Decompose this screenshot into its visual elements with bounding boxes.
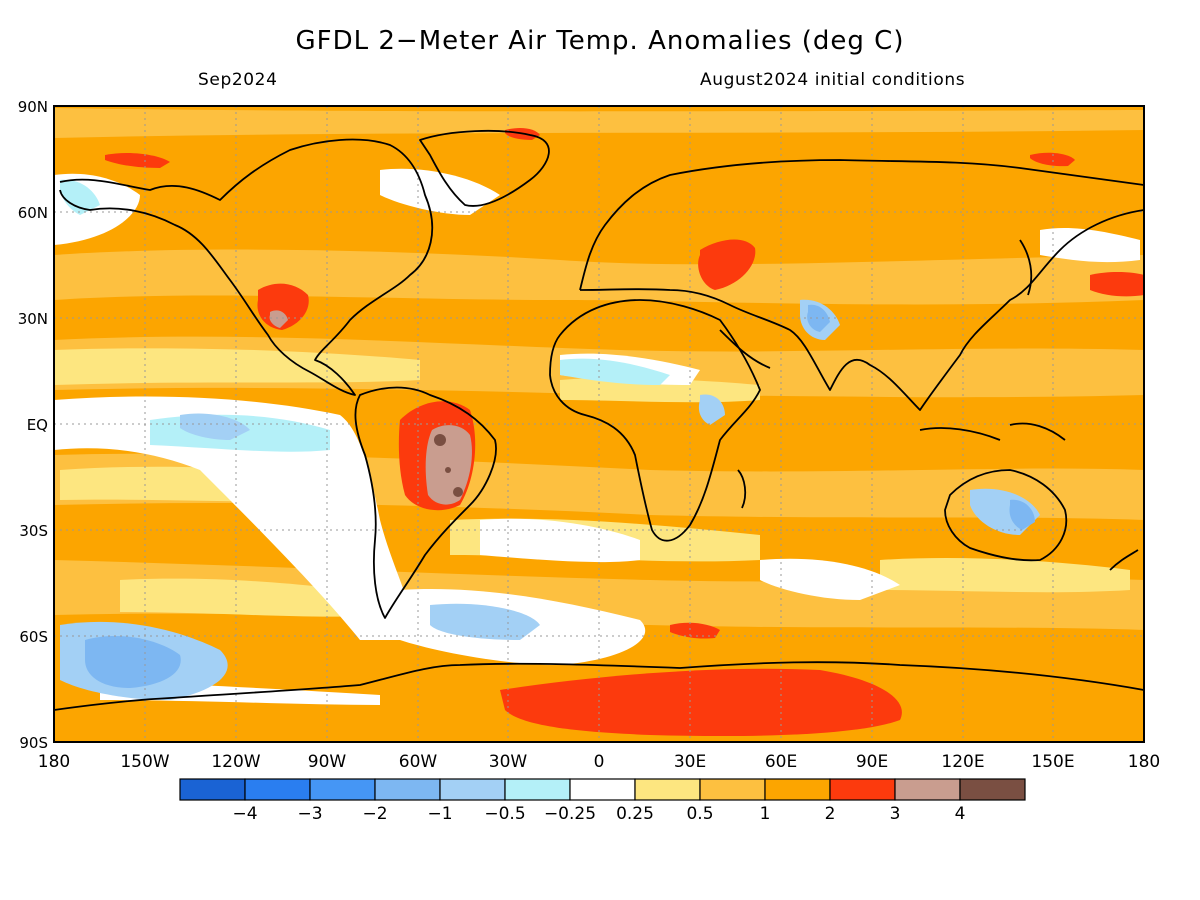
colorbar-legend: −4 −3 −2 −1 −0.5 −0.25 0.25 0.5 1 2 3 4	[179, 778, 1026, 824]
lon-label-120w: 120W	[211, 752, 260, 772]
colorbar-swatch	[699, 778, 766, 801]
lon-label-60w: 60W	[399, 752, 438, 772]
colorbar-swatch	[829, 778, 896, 801]
longitude-axis-labels: 180 150W 120W 90W 60W 30W 0 30E 60E 90E …	[38, 752, 1160, 772]
colorbar-tick-label: 3	[890, 804, 901, 824]
lat-label-60n: 60N	[18, 204, 48, 222]
colorbar-tick-label: 0.5	[686, 804, 713, 824]
colorbar-swatch	[634, 778, 701, 801]
coastlines	[54, 129, 1144, 711]
valid-month-label: Sep2024	[198, 70, 278, 90]
lat-label-eq: EQ	[27, 416, 48, 434]
map-title: GFDL 2−Meter Air Temp. Anomalies (deg C)	[295, 26, 905, 56]
coastline-greenland	[419, 129, 550, 207]
colorbar-swatch	[504, 778, 571, 801]
lon-label-120e: 120E	[941, 752, 984, 772]
lat-label-30n: 30N	[18, 310, 48, 328]
coastline-australia	[944, 469, 1068, 562]
lat-label-30s: 30S	[19, 522, 48, 540]
colorbar-tick-label: −4	[232, 804, 257, 824]
colorbar-swatch	[894, 778, 961, 801]
colorbar-swatch	[309, 778, 376, 801]
map-gridlines	[54, 106, 1144, 742]
colorbar-swatch	[764, 778, 831, 801]
coastline-africa	[549, 299, 761, 542]
colorbar-tick-label: −1	[427, 804, 452, 824]
lat-label-60s: 60S	[19, 628, 48, 646]
colorbar-tick-label: 2	[825, 804, 836, 824]
colorbar-tick-label: −2	[362, 804, 387, 824]
lon-label-30e: 30E	[674, 752, 706, 772]
coastline-japan	[1019, 239, 1033, 296]
lon-label-60e: 60E	[765, 752, 797, 772]
colorbar-tick-label: −0.25	[544, 804, 596, 824]
anomaly-zone-above-4	[434, 434, 463, 497]
lat-label-90s: 90S	[19, 734, 48, 752]
colorbar-tick-label: −0.5	[484, 804, 525, 824]
colorbar-swatch	[244, 778, 311, 801]
initial-conditions-label: August2024 initial conditions	[700, 70, 966, 90]
lon-label-180w: 180	[38, 752, 70, 772]
colorbar-swatch	[959, 778, 1026, 801]
coastline-arabia	[719, 329, 771, 369]
coastline-north-america	[59, 138, 434, 396]
lon-label-30w: 30W	[489, 752, 528, 772]
coastline-new-zealand	[1109, 549, 1139, 571]
colorbar-swatch	[374, 778, 441, 801]
lon-label-0: 0	[594, 752, 605, 772]
colorbar-tick-label: 4	[955, 804, 966, 824]
latitude-axis-labels: 90N 60N 30N EQ 30S 60S 90S	[18, 98, 48, 752]
lon-label-90w: 90W	[308, 752, 347, 772]
lon-label-150e: 150E	[1031, 752, 1074, 772]
colorbar-swatch	[439, 778, 506, 801]
colorbar-swatch	[179, 778, 246, 801]
colorbar-tick-label: −3	[297, 804, 322, 824]
colorbar-tick-label: 1	[760, 804, 771, 824]
map-frame	[53, 105, 1145, 743]
lat-label-90n: 90N	[18, 98, 48, 116]
coastline-indonesia	[919, 422, 1066, 441]
coastline-south-america	[354, 386, 497, 619]
lon-label-90e: 90E	[856, 752, 888, 772]
anomaly-field	[54, 106, 1144, 742]
lon-label-180e: 180	[1128, 752, 1160, 772]
colorbar-tick-label: 0.25	[616, 804, 654, 824]
colorbar-swatch	[569, 778, 636, 801]
coastline-antarctica	[54, 661, 1144, 711]
lon-label-150w: 150W	[120, 752, 169, 772]
anomaly-zone-minus-1	[85, 304, 1035, 688]
coastline-madagascar	[737, 469, 747, 509]
